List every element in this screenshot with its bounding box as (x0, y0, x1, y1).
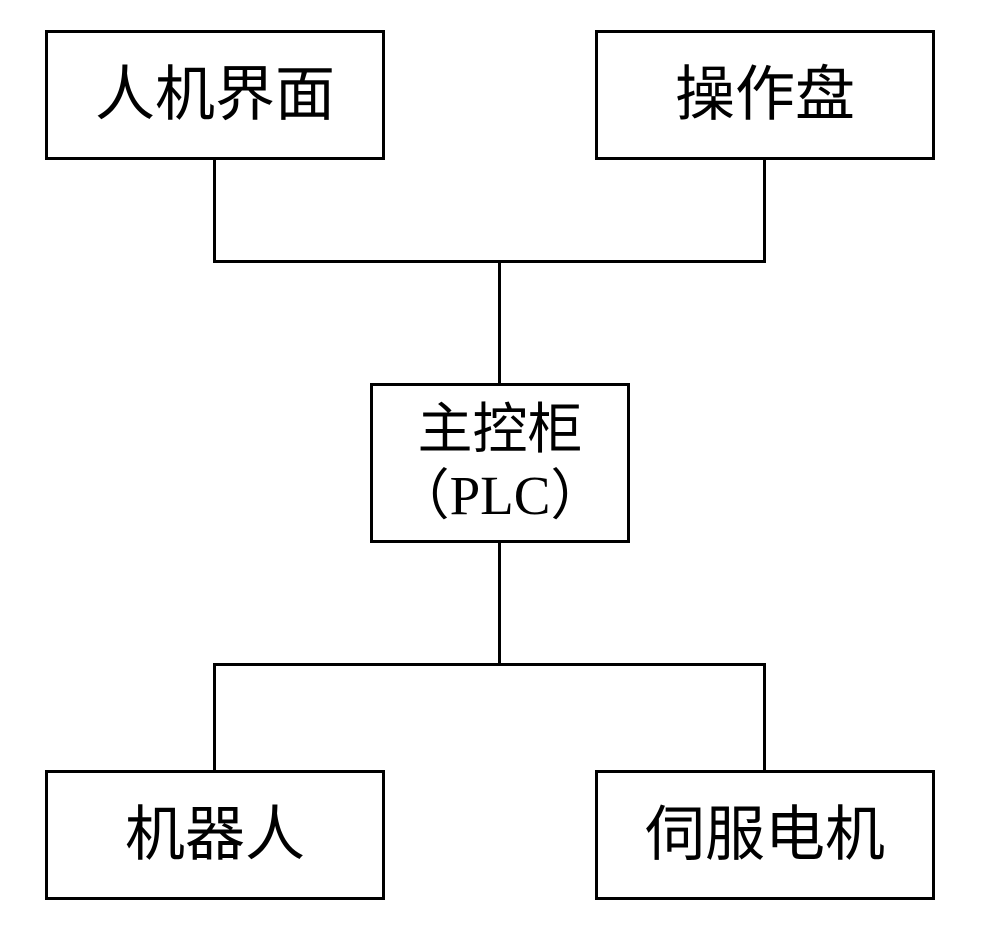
node-hmi: 人机界面 (45, 30, 385, 160)
node-servo-label: 伺服电机 (645, 799, 885, 871)
node-plc-line2: （PLC） (395, 463, 606, 529)
node-robot: 机器人 (45, 770, 385, 900)
line-bottom-right-drop (763, 666, 766, 770)
line-top-left-drop (213, 160, 216, 260)
node-control-panel: 操作盘 (595, 30, 935, 160)
line-center-to-bottom (498, 543, 501, 663)
line-top-right-drop (763, 160, 766, 260)
node-plc: 主控柜 （PLC） (370, 383, 630, 543)
line-bottom-horizontal (213, 663, 766, 666)
line-top-to-center (498, 263, 501, 383)
node-hmi-label: 人机界面 (95, 59, 335, 131)
node-robot-label: 机器人 (125, 799, 305, 871)
line-top-horizontal (213, 260, 766, 263)
node-servo: 伺服电机 (595, 770, 935, 900)
line-bottom-left-drop (213, 666, 216, 770)
node-plc-line1: 主控柜 (417, 397, 582, 463)
node-control-panel-label: 操作盘 (675, 59, 855, 131)
